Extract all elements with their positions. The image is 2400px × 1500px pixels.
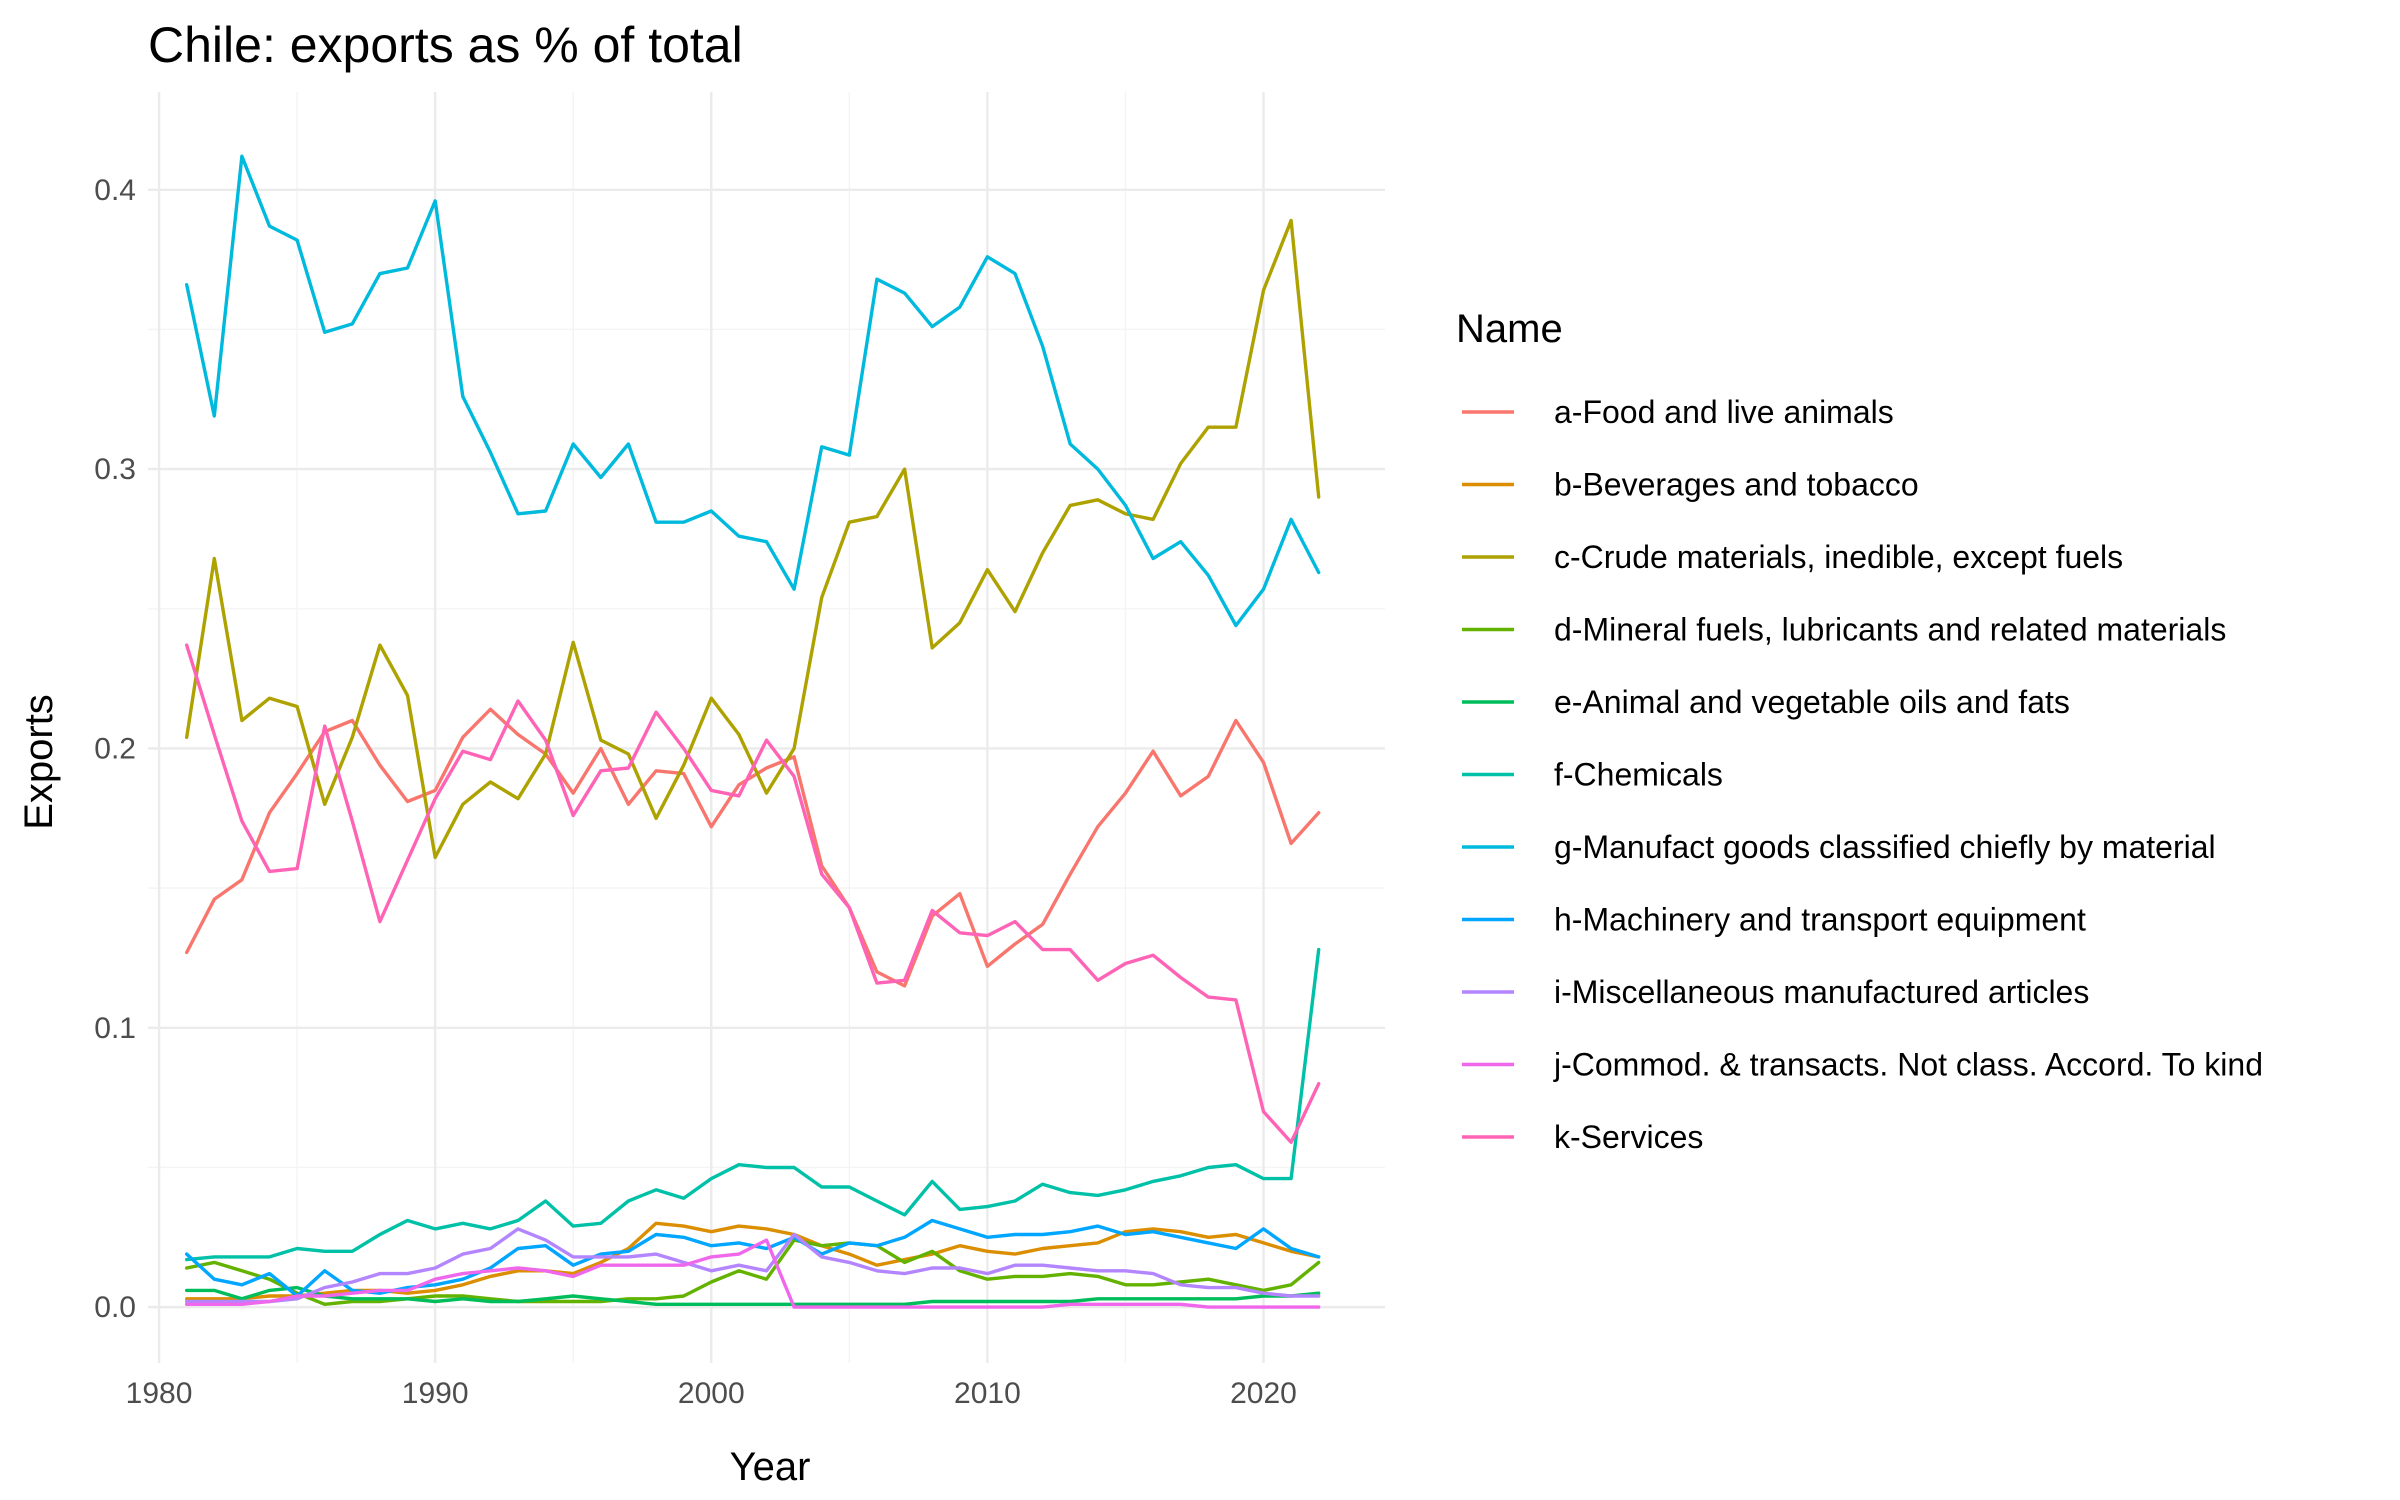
x-axis-ticks: 1980 1990 2000 2010 2020: [126, 1377, 1297, 1410]
series-line-f: [184, 947, 1321, 1262]
x-tick-label: 2000: [678, 1377, 745, 1410]
y-axis-ticks: 0.0 0.1 0.2 0.3 0.4: [94, 174, 136, 1324]
legend-label-d: d-Mineral fuels, lubricants and related …: [1554, 612, 2226, 648]
x-tick-label: 1980: [126, 1377, 193, 1410]
legend: Name a-Food and live animals b-Beverages …: [1456, 307, 2263, 1155]
y-tick-label: 0.0: [94, 1291, 136, 1324]
legend-title: Name: [1456, 307, 1563, 351]
grid: [148, 92, 1385, 1363]
series-line-i: [184, 1227, 1321, 1304]
legend-label-b: b-Beverages and tobacco: [1554, 467, 1919, 503]
y-tick-label: 0.2: [94, 732, 136, 765]
y-tick-label: 0.3: [94, 453, 136, 486]
legend-label-f: f-Chemicals: [1554, 757, 1723, 793]
x-tick-label: 1990: [402, 1377, 469, 1410]
legend-label-h: h-Machinery and transport equipment: [1554, 902, 2086, 938]
series-line-d: [184, 1238, 1321, 1307]
y-tick-label: 0.4: [94, 174, 136, 207]
chart-title: Chile: exports as % of total: [148, 17, 743, 73]
series-line-b: [184, 1221, 1321, 1301]
legend-label-g: g-Manufact goods classified chiefly by m…: [1554, 829, 2216, 865]
legend-label-j: j-Commod. & transacts. Not class. Accord…: [1553, 1047, 2263, 1083]
x-tick-label: 2010: [954, 1377, 1021, 1410]
series-line-e: [184, 1285, 1321, 1307]
legend-label-a: a-Food and live animals: [1554, 394, 1894, 430]
x-axis-title: Year: [730, 1445, 811, 1489]
series-line-a: [184, 707, 1321, 988]
series-line-j: [184, 1238, 1321, 1309]
series-line-k: [184, 643, 1321, 1145]
x-tick-label: 2020: [1230, 1377, 1297, 1410]
legend-label-i: i-Miscellaneous manufactured articles: [1554, 974, 2089, 1010]
legend-label-c: c-Crude materials, inedible, except fuel…: [1554, 539, 2123, 575]
legend-label-k: k-Services: [1554, 1119, 1703, 1155]
series-line-g: [184, 154, 1321, 628]
y-axis-title: Exports: [17, 694, 61, 830]
legend-label-e: e-Animal and vegetable oils and fats: [1554, 684, 2070, 720]
series-lines: [184, 154, 1321, 1309]
y-tick-label: 0.1: [94, 1012, 136, 1045]
